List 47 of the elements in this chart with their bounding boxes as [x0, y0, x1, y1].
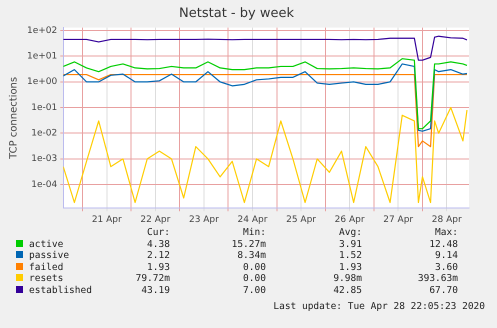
text: 8.34m [236, 250, 267, 262]
text: Avg: [338, 227, 363, 238]
text: Min: [242, 227, 267, 238]
y-axis-title: TCP connections [8, 76, 20, 160]
text: Max: [434, 227, 459, 238]
text: 3.91 [338, 238, 363, 250]
text: 4.38 [146, 238, 171, 250]
text: 1.52 [338, 250, 363, 262]
legend-label: active [28, 238, 64, 250]
text: 1.93 [146, 262, 171, 273]
text: 9.14 [434, 250, 459, 262]
text: 0.00 [242, 273, 267, 284]
text: 42.85 [332, 284, 363, 296]
y-tick-label: 1e-02 [31, 128, 58, 139]
chart-title: Netstat - by week [179, 6, 294, 22]
legend-label: failed [28, 262, 64, 273]
text: 393.63m [416, 273, 459, 284]
text: Last update: Tue Apr 28 22:05:23 2020 [273, 301, 485, 312]
x-tick-label: 23 Apr [188, 214, 220, 225]
text: 12.48 [428, 238, 459, 250]
x-tick-label: 21 Apr [92, 214, 122, 225]
y-tick-label: 1e+00 [26, 77, 58, 88]
legend-label: resets [28, 273, 64, 284]
text: 43.19 [140, 284, 171, 296]
text: Cur: [146, 227, 171, 238]
text: 15.27m [230, 238, 267, 250]
y-tick-label: 1e-01 [31, 102, 58, 113]
y-tick-label: 1e+01 [26, 52, 58, 62]
text: 1.93 [338, 262, 363, 273]
x-tick-label: 27 Apr [383, 214, 414, 225]
x-tick-label: 25 Apr [286, 214, 316, 225]
y-tick-label: 1e+02 [26, 26, 58, 36]
legend-label: established [28, 284, 93, 296]
text: 79.72m [134, 273, 171, 284]
text: 9.98m [332, 273, 363, 284]
y-tick-label: 1e-03 [31, 154, 58, 164]
x-tick-label: 28 Apr [432, 214, 462, 225]
x-tick-label: 22 Apr [140, 214, 171, 225]
text: 2.12 [146, 250, 171, 262]
text: 0.00 [242, 262, 267, 273]
legend-label: passive [28, 250, 70, 262]
y-tick-label: 1e-04 [31, 180, 58, 190]
x-tick-label: 24 Apr [238, 214, 268, 225]
text: 67.70 [428, 284, 459, 296]
x-tick-label: 26 Apr [334, 214, 365, 225]
text: 3.60 [434, 262, 459, 273]
text: 7.00 [242, 284, 267, 296]
